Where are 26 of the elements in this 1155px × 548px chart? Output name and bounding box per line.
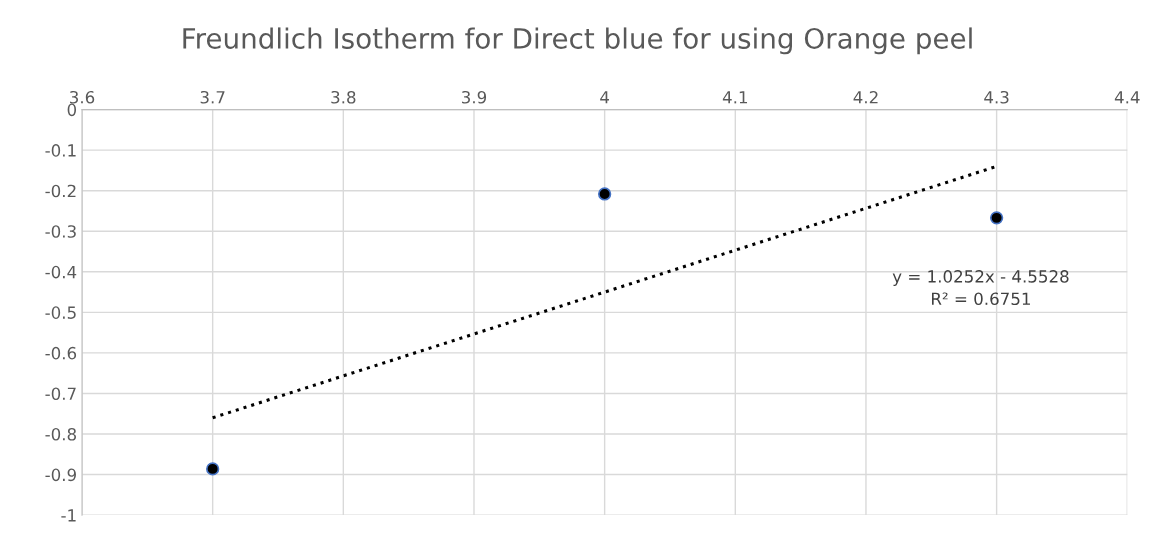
y-tick-label: 0	[67, 103, 77, 117]
y-tick-label: -1	[61, 509, 76, 522]
x-tick-label: 4.1	[722, 91, 748, 104]
x-tick-label: 3.6	[70, 90, 95, 104]
y-tick-label: -0.6	[45, 346, 77, 360]
point	[597, 187, 612, 201]
y-tick-label: -0.5	[45, 306, 76, 319]
x-tick-label: 3.8	[331, 90, 356, 104]
y-tick-label: -0.2	[45, 184, 76, 198]
y-tick-label: -0.7	[45, 387, 76, 401]
x-tick-label: 4	[600, 91, 610, 104]
annotation: R² = 0.6751	[932, 292, 1030, 306]
x-tick-label: 4.3	[984, 90, 1009, 104]
y-tick-label: -0.3	[45, 225, 76, 238]
annotation: y = 1.0252x - 4.5528	[892, 270, 1069, 286]
x-tick-label: 4.4	[1114, 91, 1140, 104]
x-tick-label: 3.7	[200, 90, 225, 104]
y-tick-label: -0.1	[45, 144, 76, 157]
y-tick-label: -0.8	[45, 427, 76, 441]
point	[989, 211, 1004, 225]
point	[206, 462, 220, 476]
y-tick-label: -0.9	[45, 468, 76, 482]
chart-title: Freundlich Isotherm for Direct blue for using Orange peel	[183, 27, 972, 55]
x-tick-label: 3.9	[462, 90, 487, 104]
x-tick-label: 4.2	[853, 90, 878, 104]
y-tick-label: -0.4	[45, 265, 77, 279]
